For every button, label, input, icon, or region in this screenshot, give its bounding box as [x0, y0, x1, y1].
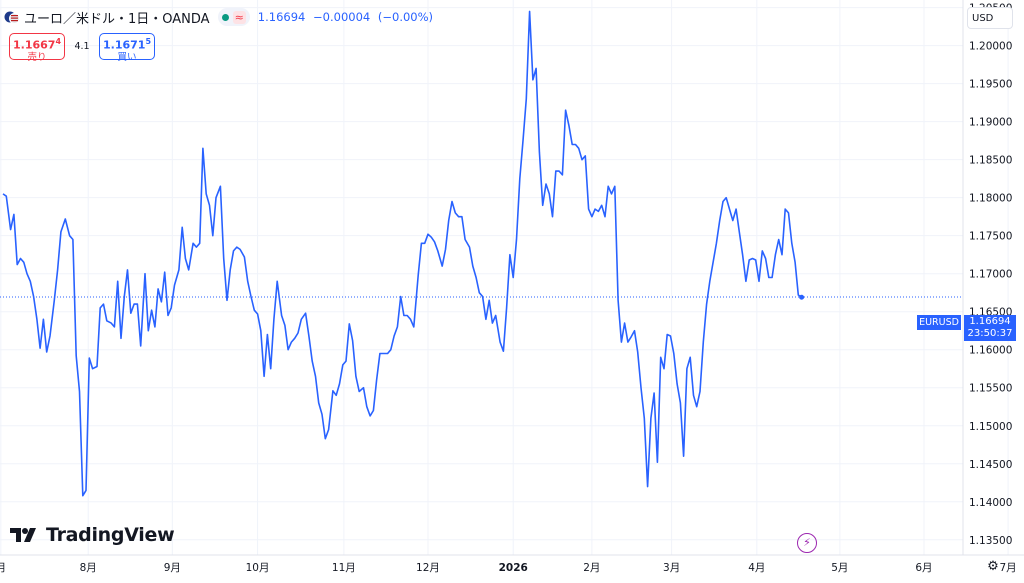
time-tick-label: 2月 — [583, 562, 600, 574]
price-tick-label: 1.18500 — [969, 155, 1012, 167]
legend-change: −0.00004 — [313, 10, 370, 24]
price-tick-label: 1.17500 — [969, 231, 1012, 243]
buy-price: 1.16715 — [100, 36, 154, 52]
time-tick-label: 9月 — [164, 562, 181, 574]
price-tick-label: 1.20000 — [969, 41, 1012, 53]
symbol-title[interactable]: ユーロ／米ドル・1日・OANDA — [24, 8, 210, 27]
price-tick-label: 1.17000 — [969, 269, 1012, 281]
time-tick-label: 7月 — [1000, 562, 1017, 574]
currency-flags-icon[interactable] — [4, 9, 20, 25]
sell-label: 売り — [10, 52, 64, 64]
currency-button[interactable]: USD — [967, 7, 1013, 29]
time-tick-label: 2026 — [499, 562, 528, 574]
time-tick-label: 4月 — [748, 562, 765, 574]
price-tick-label: 1.15500 — [969, 383, 1012, 395]
legend-values: 1.16694 −0.00004 (−0.00%) — [258, 10, 437, 24]
legend-change-pct: (−0.00%) — [378, 10, 433, 24]
legend-last-price: 1.16694 — [258, 10, 306, 24]
market-open-dot-icon — [222, 14, 229, 21]
wave-icon: ≈ — [233, 11, 246, 24]
price-tick-label: 1.14500 — [969, 459, 1012, 471]
symbol-price-label: EURUSD — [917, 315, 961, 330]
buy-button[interactable]: 1.16715 買い — [99, 33, 155, 60]
price-tick-label: 1.16000 — [969, 345, 1012, 357]
time-tick-label: 8月 — [80, 562, 97, 574]
time-tick-label: 6月 — [915, 562, 932, 574]
time-axis: 月 8月 9月 10月 11月 12月 2026 2月 3月 4月 5月 6月 7月 — [0, 562, 1017, 574]
legend-header: ユーロ／米ドル・1日・OANDA ≈ 1.16694 −0.00004 (−0.… — [4, 6, 437, 28]
last-price-value: 1.16694 — [964, 316, 1016, 328]
last-price-label: 1.16694 23:50:37 — [964, 315, 1016, 341]
bar-countdown: 23:50:37 — [964, 328, 1016, 340]
trade-panel: 1.16674 売り 4.1 1.16715 買い — [9, 33, 155, 60]
time-tick-label: 3月 — [663, 562, 680, 574]
tv-logo-icon — [10, 527, 40, 543]
price-tick-label: 1.18000 — [969, 193, 1012, 205]
time-tick-label: 10月 — [246, 562, 270, 574]
time-tick-label: 11月 — [332, 562, 356, 574]
logo-text: TradingView — [46, 524, 174, 546]
price-tick-label: 1.19000 — [969, 117, 1012, 129]
buy-label: 買い — [100, 52, 154, 64]
spread-value: 4.1 — [71, 41, 93, 52]
price-tick-label: 1.19500 — [969, 79, 1012, 91]
sell-price: 1.16674 — [10, 36, 64, 52]
flash-icon[interactable]: ⚡ — [797, 533, 817, 553]
price-tick-label: 1.14000 — [969, 497, 1012, 509]
settings-icon[interactable]: ⚙ — [985, 559, 1001, 575]
time-tick-label: 5月 — [831, 562, 848, 574]
price-tick-label: 1.13500 — [969, 535, 1012, 547]
sell-button[interactable]: 1.16674 売り — [9, 33, 65, 60]
price-tick-label: 1.15000 — [969, 421, 1012, 433]
tradingview-logo[interactable]: TradingView — [10, 524, 174, 546]
chart-grid — [0, 0, 1008, 555]
market-status[interactable]: ≈ — [218, 8, 250, 26]
time-tick-label: 12月 — [416, 562, 440, 574]
time-tick-label: 月 — [0, 562, 6, 574]
last-price-dot — [799, 295, 804, 300]
price-axis: 1.205001.200001.195001.190001.185001.180… — [969, 3, 1012, 547]
